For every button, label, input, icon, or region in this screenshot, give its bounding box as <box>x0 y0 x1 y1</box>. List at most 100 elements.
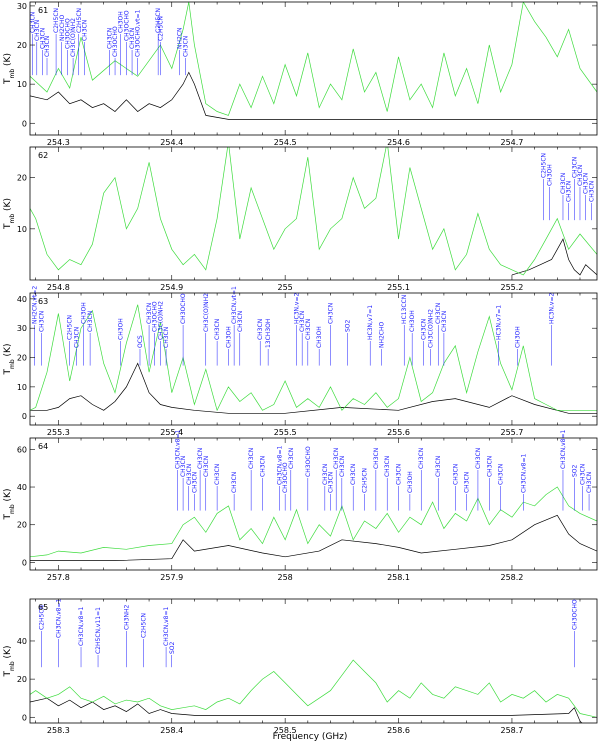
line-label: CH3CN,v8=1 <box>276 446 283 485</box>
line-label: CH3OCHO <box>282 462 289 493</box>
line-label: SO2 <box>345 319 352 332</box>
x-tick-label: 255.2 <box>500 283 523 292</box>
line-label: CH3C(O)NH2 <box>427 309 434 348</box>
line-label: CH3OH <box>225 326 232 348</box>
line-label: CH3CN <box>577 165 584 186</box>
line-label: HC13CCN <box>401 295 408 324</box>
line-label: CH3CN <box>384 456 391 477</box>
line-label: CH3OCHO,vt=1 <box>135 9 142 57</box>
line-label: CH3CN <box>248 448 255 469</box>
line-label: CH3OCHO <box>64 18 71 49</box>
line-label: CH3CN <box>339 456 346 477</box>
line-label: CH3CN <box>197 448 204 469</box>
model-spectrum-61 <box>30 2 597 116</box>
line-label: CH3CN <box>328 303 335 324</box>
y-tick-label: 20 <box>17 41 27 50</box>
line-label: CH3CN <box>373 448 380 469</box>
line-label: CH3CN <box>435 303 442 324</box>
line-label: HC3N,v=2 <box>293 293 300 324</box>
line-label: CH3CN <box>186 464 193 485</box>
line-label: C2H5CN <box>76 8 83 33</box>
line-label: C2H5CN <box>38 605 45 630</box>
line-label: CH3CN <box>182 36 189 57</box>
x-tick-label: 255.1 <box>387 283 410 292</box>
line-label: CH3CN <box>87 311 94 332</box>
line-label: CH3CN <box>322 464 329 485</box>
line-label: CH3OH <box>546 164 553 186</box>
line-label: SO2 <box>169 641 176 654</box>
line-label: CH3CN <box>203 456 210 477</box>
y-tick-label: 20 <box>17 521 27 530</box>
x-tick-label: 255.4 <box>160 428 183 437</box>
line-label: CH3CN,v8=1 <box>78 607 85 646</box>
line-label: CH3OCHO <box>123 10 130 41</box>
x-tick-label: 258.3 <box>47 726 70 735</box>
panel-frame <box>29 437 598 571</box>
line-label: CH3CN <box>475 448 482 469</box>
line-label: SO2 <box>571 464 578 477</box>
y-tick-label: 20 <box>17 675 27 684</box>
x-tick-label: 257.8 <box>47 573 70 582</box>
observed-spectrum-65 <box>30 697 583 723</box>
line-label: CH3CN <box>38 311 45 332</box>
x-tick-label: 258.5 <box>274 726 297 735</box>
model-spectrum-63 <box>30 304 597 412</box>
y-axis-title-64: Tmb (K) <box>3 489 16 521</box>
line-label: CH3CN <box>586 472 593 493</box>
x-tick-label: 255.7 <box>500 428 523 437</box>
line-label: CH3C(O)NH2 <box>157 301 164 340</box>
observed-spectrum-61 <box>30 71 597 120</box>
x-tick-label: 254.9 <box>160 283 183 292</box>
line-label: CH3CN <box>129 28 136 49</box>
line-label: C2H5CN <box>67 315 74 340</box>
x-tick-label: 254.8 <box>47 283 70 292</box>
line-label: CH3OH <box>118 318 125 340</box>
line-label: CH3OCHO <box>180 293 187 324</box>
y-tick-label: 40 <box>17 483 27 492</box>
line-label: CH3CN <box>214 319 221 340</box>
y-tick-label: 30 <box>17 324 27 333</box>
line-label: C2H5CN <box>53 8 60 33</box>
line-label: CH3CN <box>257 319 264 340</box>
y-tick-label: 0 <box>22 119 27 128</box>
y-tick-label: 0 <box>22 713 27 722</box>
panel-frame <box>29 292 598 426</box>
line-label: CH3CN <box>396 464 403 485</box>
y-axis-title-62: Tmb (K) <box>3 198 16 230</box>
line-label: C2H5CN <box>362 468 369 493</box>
line-label: CH3CN <box>486 456 493 477</box>
y-tick-label: 10 <box>17 225 27 234</box>
panel-number: 62 <box>38 151 48 160</box>
line-label: CH3OCHO <box>112 26 119 57</box>
line-label: CH3CN <box>464 472 471 493</box>
line-label: CH3CN <box>420 319 427 340</box>
y-tick-label: 10 <box>17 80 27 89</box>
y-tick-label: 10 <box>17 383 27 392</box>
line-label: OCS <box>137 335 144 348</box>
line-label: CH3CN <box>73 327 80 348</box>
line-label: NH2CN,vt=2 <box>32 286 39 324</box>
line-label: C2H5CN <box>157 16 164 41</box>
y-tick-label: 40 <box>17 637 27 646</box>
x-tick-label: 258.6 <box>387 726 410 735</box>
line-label: CH3CN,v8=1 <box>520 454 527 493</box>
line-label: CH3CN <box>583 173 590 194</box>
line-label: CH3CN <box>288 448 295 469</box>
line-label: CH3CN <box>418 448 425 469</box>
y-tick-label: 20 <box>17 354 27 363</box>
x-tick-label: 258.7 <box>500 726 523 735</box>
x-tick-label: 254.6 <box>387 138 410 147</box>
line-label: CH3OH <box>80 302 87 324</box>
line-label: C2H5CN <box>155 8 162 33</box>
line-label: CH3CN <box>39 28 46 49</box>
line-label: CH3OCHO <box>305 446 312 477</box>
panel-61: CH3CNCH3CNCH3CNCH3CNC2H5CNNH2CHOCH3OCHOC… <box>3 1 598 147</box>
x-tick-label: 255.3 <box>47 428 70 437</box>
model-spectrum-62 <box>30 147 597 276</box>
line-label: CH3OH <box>515 326 522 348</box>
line-label: C2H5CN <box>541 153 548 178</box>
observed-spectrum-63 <box>30 362 597 414</box>
line-label: HC3N,v7=1 <box>367 305 374 340</box>
